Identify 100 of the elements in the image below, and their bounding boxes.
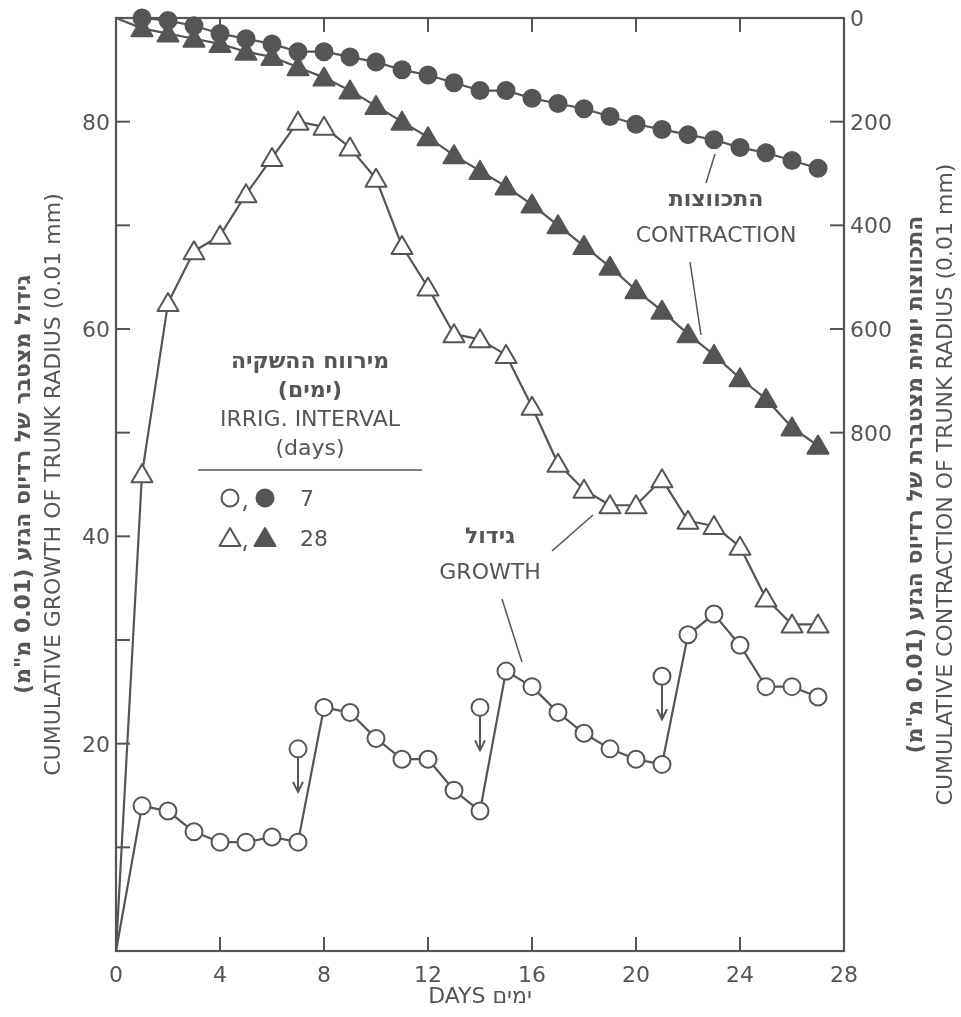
point — [364, 167, 388, 188]
point — [156, 292, 180, 313]
point — [366, 728, 386, 748]
point — [338, 136, 362, 157]
x-tick-label: 28 — [830, 962, 858, 987]
point — [730, 138, 750, 158]
point — [678, 625, 698, 645]
point — [678, 125, 698, 145]
point — [756, 143, 776, 163]
point — [260, 146, 284, 167]
point — [808, 158, 828, 178]
point — [262, 827, 282, 847]
point — [704, 130, 724, 150]
point — [364, 95, 388, 116]
point — [468, 328, 492, 349]
point — [702, 514, 726, 535]
point — [234, 183, 258, 204]
point — [340, 703, 360, 723]
point — [652, 754, 672, 774]
legend-label: 7 — [300, 486, 314, 511]
point — [208, 224, 232, 245]
point — [442, 323, 466, 344]
point — [782, 151, 802, 171]
point — [184, 822, 204, 842]
point — [392, 60, 412, 80]
point — [548, 94, 568, 114]
point — [496, 661, 516, 681]
y-tick-label: 20 — [82, 731, 110, 757]
point — [600, 739, 620, 759]
point — [338, 79, 362, 100]
point — [520, 193, 544, 214]
point — [574, 99, 594, 119]
point — [598, 494, 622, 515]
point — [676, 509, 700, 530]
x-tick-label: 0 — [109, 962, 123, 987]
point — [312, 115, 336, 136]
x-tick-label: 24 — [726, 962, 754, 987]
point — [754, 387, 778, 408]
point — [728, 535, 752, 556]
point — [314, 697, 334, 717]
point — [572, 235, 596, 256]
point — [624, 279, 648, 300]
y2-tick-label: 600 — [850, 317, 892, 342]
point — [494, 175, 518, 196]
point — [650, 299, 674, 320]
point — [390, 235, 414, 256]
point — [756, 677, 776, 697]
point — [600, 106, 620, 126]
y2-tick-label: 400 — [850, 213, 892, 239]
point — [574, 723, 594, 743]
y2-tick-label: 0 — [850, 6, 864, 31]
point — [522, 677, 542, 697]
point — [652, 666, 672, 686]
point — [546, 452, 570, 473]
point — [470, 81, 490, 101]
point — [312, 66, 336, 87]
point — [132, 796, 152, 816]
point — [288, 739, 308, 759]
point — [470, 801, 490, 821]
point — [650, 468, 674, 489]
point — [546, 214, 570, 235]
point — [782, 677, 802, 697]
point — [210, 832, 230, 852]
point — [652, 119, 672, 139]
x-tick-label: 4 — [213, 962, 227, 987]
point — [314, 42, 334, 62]
point — [130, 463, 154, 484]
point — [288, 832, 308, 852]
point — [340, 47, 360, 67]
point — [728, 367, 752, 388]
point — [366, 52, 386, 72]
point — [780, 416, 804, 437]
point — [754, 587, 778, 608]
x-tick-label: 20 — [622, 962, 650, 987]
point — [522, 88, 542, 108]
y2-tick-label: 200 — [850, 109, 892, 135]
point — [548, 703, 568, 723]
y-tick-label: 40 — [82, 524, 110, 550]
point — [626, 749, 646, 769]
point — [236, 832, 256, 852]
point — [626, 114, 646, 134]
point — [288, 42, 308, 62]
point — [392, 749, 412, 769]
point — [468, 159, 492, 180]
point — [444, 73, 464, 93]
point — [730, 635, 750, 655]
point — [676, 323, 700, 344]
point — [808, 687, 828, 707]
point — [494, 343, 518, 364]
point — [598, 255, 622, 276]
point — [806, 434, 830, 455]
point — [416, 126, 440, 147]
point — [442, 144, 466, 165]
point — [390, 110, 414, 131]
point — [418, 65, 438, 85]
point — [572, 478, 596, 499]
point — [496, 81, 516, 101]
legend-label: 28 — [300, 526, 328, 551]
point — [702, 343, 726, 364]
point — [624, 494, 648, 515]
